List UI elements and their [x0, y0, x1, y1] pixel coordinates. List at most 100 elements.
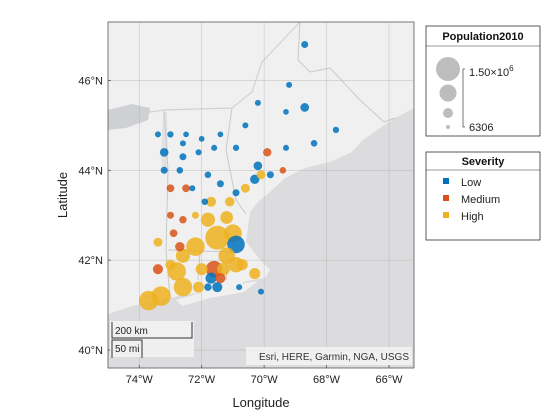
bubble-low[interactable] — [242, 122, 249, 129]
bubble-medium[interactable] — [152, 264, 164, 275]
bubble-low[interactable] — [176, 167, 184, 174]
bubble-low[interactable] — [266, 171, 274, 179]
bubble-medium[interactable] — [263, 148, 272, 157]
scale-bar-background — [110, 321, 194, 357]
scale-bar-km-label: 200 km — [115, 326, 148, 337]
bubble-high[interactable] — [217, 262, 230, 276]
bubble-low[interactable] — [254, 99, 261, 106]
bubble-low[interactable] — [283, 109, 289, 115]
bubble-low[interactable] — [198, 135, 205, 142]
x-tick-label: 74°W — [126, 374, 154, 386]
size-legend: Population2010 1.50×106 6306 — [425, 25, 541, 137]
bubble-high[interactable] — [173, 277, 193, 297]
bubble-low[interactable] — [204, 283, 212, 291]
bubble-low[interactable] — [189, 185, 196, 192]
bubble-high[interactable] — [236, 259, 248, 271]
bubble-high[interactable] — [256, 170, 266, 180]
lake-ontario — [108, 104, 150, 130]
bubble-high[interactable] — [186, 237, 205, 256]
bubble-high[interactable] — [205, 225, 230, 250]
color-legend-title: Severity — [462, 156, 506, 168]
bubble-low[interactable] — [183, 131, 189, 138]
bubble-high[interactable] — [153, 237, 163, 247]
bubble-low[interactable] — [211, 144, 218, 151]
legend-label-low: Low — [461, 177, 481, 189]
bubble-low[interactable] — [212, 282, 223, 293]
scale-bar-mi-line — [111, 339, 143, 358]
bubble-medium[interactable] — [182, 184, 190, 193]
scale-bar-mi-label: 50 mi — [115, 344, 139, 355]
bubble-low[interactable] — [179, 153, 187, 161]
bubble-medium[interactable] — [169, 229, 178, 238]
y-tick-label: 42°N — [78, 255, 103, 267]
bubble-high[interactable] — [220, 211, 234, 224]
bubble-high[interactable] — [205, 196, 217, 207]
bubble-medium[interactable] — [166, 184, 175, 193]
bubble-high[interactable] — [225, 197, 235, 207]
bubble-high[interactable] — [193, 281, 205, 293]
bubble-low[interactable] — [217, 131, 224, 138]
legend-marker-high — [443, 212, 449, 218]
x-tick-label: 68°W — [313, 374, 341, 386]
bubble-high[interactable] — [138, 290, 159, 311]
scale-bar-km-line — [111, 322, 193, 339]
bubble-high[interactable] — [165, 259, 176, 270]
y-tick-label: 44°N — [78, 165, 103, 177]
bubble-low[interactable] — [300, 103, 310, 112]
y-axis-label: Latitude — [55, 172, 70, 218]
country-border — [108, 22, 301, 119]
bubble-low[interactable] — [205, 272, 217, 284]
bubble-low[interactable] — [216, 180, 224, 188]
bubble-low[interactable] — [257, 288, 265, 295]
size-legend-large-bubble — [436, 57, 460, 81]
lake-erie — [108, 118, 114, 130]
bubble-low[interactable] — [159, 147, 169, 157]
size-legend-min-label: 6306 — [469, 122, 493, 134]
attribution: Esri, HERE, Garmin, NGA, USGS — [246, 347, 412, 365]
size-legend-medium-bubble — [439, 84, 457, 102]
bubble-low[interactable] — [227, 235, 245, 254]
bubble-low[interactable] — [332, 126, 340, 133]
size-legend-small-bubble — [443, 108, 453, 118]
bubble-medium[interactable] — [215, 273, 226, 284]
bubble-low[interactable] — [282, 144, 289, 151]
bubble-low[interactable] — [232, 144, 240, 151]
bubble-layer — [138, 40, 340, 311]
bubble-high[interactable] — [200, 212, 216, 227]
bubble-low[interactable] — [232, 189, 240, 197]
size-legend-max-label: 1.50×106 — [469, 64, 514, 79]
bubble-high[interactable] — [191, 211, 199, 219]
scale-bar: 200 km 50 mi — [110, 321, 194, 358]
bubble-low[interactable] — [236, 284, 243, 291]
bubble-low[interactable] — [286, 81, 293, 88]
bubble-low[interactable] — [179, 140, 186, 147]
bubble-medium[interactable] — [179, 216, 187, 224]
bubble-low[interactable] — [160, 166, 168, 174]
x-tick-label: 66°W — [376, 374, 404, 386]
bubble-high[interactable] — [249, 268, 261, 280]
lake-champlain — [161, 112, 168, 175]
bubble-low[interactable] — [253, 161, 263, 171]
bubble-medium[interactable] — [175, 241, 185, 252]
attribution-background — [246, 347, 412, 365]
legend-marker-low — [443, 178, 449, 184]
bubble-low[interactable] — [154, 131, 161, 138]
bubble-low[interactable] — [310, 140, 318, 147]
y-tick-label: 40°N — [78, 345, 103, 357]
size-legend-min-bubble — [446, 125, 450, 129]
legend-label-medium: Medium — [461, 194, 500, 206]
bubble-high[interactable] — [175, 248, 191, 263]
bubble-low[interactable] — [167, 131, 174, 138]
bubble-high[interactable] — [195, 263, 208, 276]
bubble-high[interactable] — [240, 183, 250, 193]
bubble-medium[interactable] — [279, 167, 287, 174]
bubble-low[interactable] — [204, 171, 212, 179]
bubble-low[interactable] — [201, 198, 209, 206]
bubble-low[interactable] — [195, 149, 202, 156]
bubble-low[interactable] — [301, 40, 309, 48]
y-tick-label: 46°N — [78, 75, 103, 87]
size-legend-title: Population2010 — [442, 31, 523, 43]
bubble-medium[interactable] — [166, 211, 174, 219]
x-axis-label: Longitude — [232, 395, 289, 410]
